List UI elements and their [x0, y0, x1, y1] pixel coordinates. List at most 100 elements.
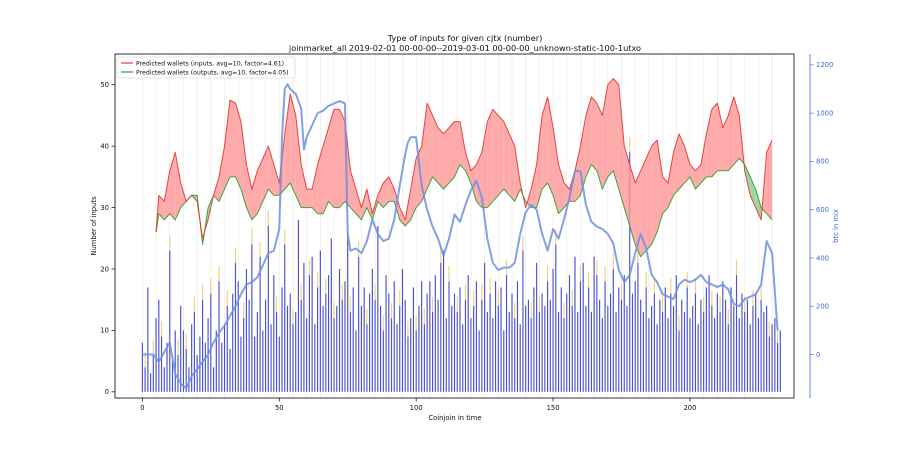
- bar: [563, 318, 565, 392]
- bar-segment: [415, 315, 417, 331]
- bar: [749, 324, 751, 392]
- fill-area: [224, 100, 230, 190]
- bar-segment: [341, 284, 343, 300]
- bar: [265, 299, 267, 392]
- line-group: [142, 78, 779, 390]
- bar-segment: [226, 290, 228, 306]
- fill-area: [662, 176, 669, 214]
- bar-segment: [218, 265, 220, 282]
- bar: [437, 299, 439, 392]
- bar-segment: [259, 241, 261, 257]
- bar-segment: [547, 265, 549, 282]
- bar-segment: [152, 339, 154, 355]
- bar: [371, 269, 373, 392]
- bar: [451, 305, 453, 392]
- bar: [237, 281, 239, 392]
- fill-area: [410, 158, 417, 220]
- x-tick-label: 200: [683, 404, 696, 412]
- bar-segment: [366, 308, 368, 325]
- bar-segment: [177, 339, 179, 355]
- bar: [270, 324, 272, 392]
- fill-area: [295, 115, 302, 208]
- fill-area: [706, 109, 712, 177]
- bar-segment: [752, 290, 754, 306]
- bar: [150, 373, 152, 392]
- bar: [667, 318, 669, 392]
- bar: [281, 287, 283, 392]
- bar: [768, 336, 770, 392]
- bar: [662, 312, 664, 392]
- bar: [349, 312, 352, 392]
- fill-area: [229, 100, 236, 177]
- bar: [473, 305, 475, 392]
- y2-tick-label: 600: [816, 206, 829, 214]
- bar: [232, 293, 234, 392]
- bar: [289, 293, 291, 392]
- bar-segment: [645, 272, 647, 288]
- bar: [755, 293, 757, 392]
- bar-segment: [423, 308, 425, 325]
- bar: [582, 262, 584, 392]
- bar: [204, 342, 206, 392]
- chart-subtitle: joinmarket_all 2019-02-01 00-00-00--2019…: [288, 43, 641, 53]
- bar-segment: [308, 259, 310, 276]
- bar-segment: [719, 296, 721, 312]
- bar: [377, 226, 379, 392]
- bar: [612, 269, 614, 392]
- fill-area: [323, 127, 329, 214]
- bar: [560, 287, 562, 392]
- bar: [670, 293, 672, 392]
- bar: [300, 299, 302, 392]
- bar: [511, 293, 513, 392]
- bar: [730, 287, 732, 392]
- fill-area: [536, 115, 543, 208]
- fill-area: [574, 146, 581, 202]
- bar-segment: [604, 265, 606, 282]
- bar: [256, 312, 258, 392]
- bar: [555, 244, 557, 392]
- fill-area: [306, 189, 313, 208]
- fill-area: [421, 103, 428, 202]
- fill-area: [514, 146, 521, 202]
- fill-area: [257, 158, 263, 214]
- bar: [604, 281, 606, 392]
- bar: [212, 367, 215, 392]
- bar: [284, 244, 286, 392]
- bar: [388, 293, 390, 392]
- bar-segment: [563, 302, 565, 319]
- bar: [609, 293, 612, 392]
- bar-segment: [160, 321, 163, 337]
- bar: [694, 293, 697, 392]
- bar-segment: [292, 308, 294, 325]
- bar: [240, 336, 242, 392]
- bar: [574, 256, 576, 392]
- y2-tick-label: 200: [816, 303, 829, 311]
- bar: [262, 330, 264, 392]
- bar: [434, 275, 436, 392]
- bar: [188, 367, 190, 392]
- bar: [505, 275, 508, 392]
- bar: [577, 312, 579, 392]
- bar-segment: [678, 315, 680, 331]
- bar: [651, 305, 653, 392]
- bar: [347, 232, 349, 392]
- bar-segment: [579, 265, 582, 282]
- bar: [481, 299, 483, 392]
- bar: [415, 330, 417, 392]
- bar: [566, 293, 568, 392]
- bar: [355, 330, 357, 392]
- bar: [141, 342, 143, 392]
- bar-segment: [448, 265, 450, 282]
- bar: [757, 318, 759, 392]
- plot-frame: [114, 53, 795, 399]
- bar: [459, 287, 461, 392]
- bar: [218, 281, 220, 392]
- bar-segment: [711, 290, 713, 306]
- bar: [418, 305, 420, 392]
- bar: [544, 305, 546, 392]
- bar: [675, 275, 677, 392]
- bar: [226, 305, 228, 392]
- bar: [297, 219, 300, 392]
- bar-segment: [612, 253, 614, 269]
- bar: [380, 305, 382, 392]
